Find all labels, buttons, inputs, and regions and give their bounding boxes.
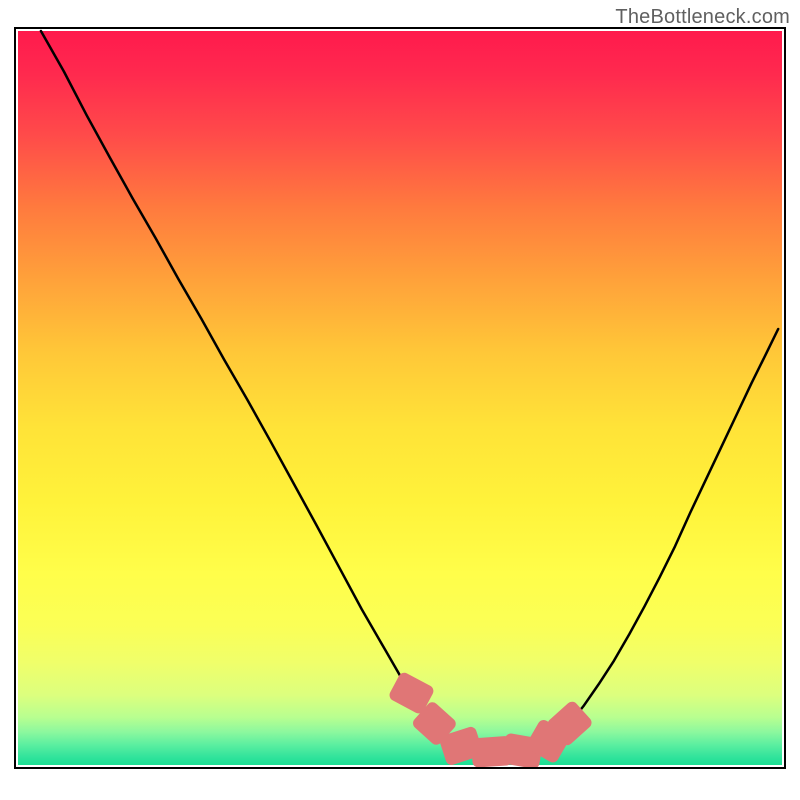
heat-gradient — [18, 31, 782, 765]
chart-stage: TheBottleneck.com — [0, 0, 800, 800]
chart-svg — [0, 0, 800, 800]
watermark-text: TheBottleneck.com — [615, 6, 790, 29]
